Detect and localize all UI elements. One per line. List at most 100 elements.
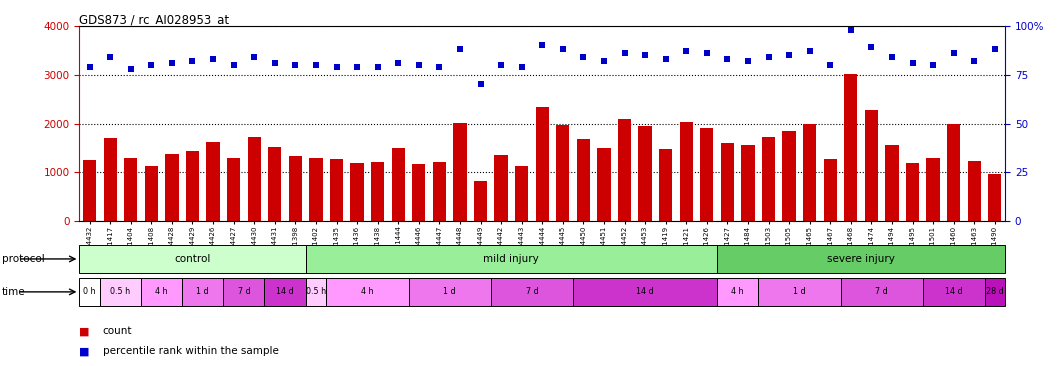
Bar xyxy=(182,278,223,306)
Point xyxy=(925,62,942,68)
Bar xyxy=(79,245,306,273)
Point xyxy=(81,64,98,70)
Text: 1 d: 1 d xyxy=(197,287,209,296)
Point xyxy=(411,62,427,68)
Point xyxy=(842,27,859,33)
Bar xyxy=(330,159,343,221)
Point xyxy=(616,50,633,56)
Point xyxy=(123,66,140,72)
Text: 1 d: 1 d xyxy=(794,287,806,296)
Bar xyxy=(742,145,754,221)
Text: mild injury: mild injury xyxy=(484,254,540,264)
Text: 7 d: 7 d xyxy=(875,287,888,296)
Bar xyxy=(577,139,590,221)
Bar xyxy=(227,158,240,221)
Bar xyxy=(598,149,610,221)
Point xyxy=(143,62,160,68)
Bar xyxy=(99,278,141,306)
Bar xyxy=(104,138,116,221)
Bar xyxy=(638,126,652,221)
Bar xyxy=(264,278,306,306)
Point xyxy=(102,54,118,60)
Bar xyxy=(759,278,840,306)
Bar xyxy=(433,162,446,221)
Bar xyxy=(700,128,713,221)
Text: 7 d: 7 d xyxy=(238,287,251,296)
Point xyxy=(533,42,550,48)
Bar xyxy=(268,147,281,221)
Bar xyxy=(573,278,717,306)
Point xyxy=(781,52,798,58)
Text: 14 d: 14 d xyxy=(276,287,294,296)
Point xyxy=(389,60,406,66)
Bar xyxy=(408,278,491,306)
Point xyxy=(348,64,366,70)
Bar xyxy=(206,142,220,221)
Bar xyxy=(309,158,323,221)
Bar xyxy=(326,278,408,306)
Point xyxy=(574,54,591,60)
Bar xyxy=(717,245,1005,273)
Bar xyxy=(618,119,632,221)
Point xyxy=(204,56,221,62)
Bar xyxy=(306,245,717,273)
Point xyxy=(945,50,962,56)
Bar xyxy=(350,163,364,221)
Text: GDS873 / rc_AI028953_at: GDS873 / rc_AI028953_at xyxy=(79,12,230,26)
Bar xyxy=(557,125,569,221)
Point xyxy=(554,46,571,52)
Bar xyxy=(844,74,857,221)
Point xyxy=(452,46,469,52)
Text: 4 h: 4 h xyxy=(731,287,744,296)
Bar xyxy=(391,148,405,221)
Point xyxy=(472,82,489,87)
Point xyxy=(184,58,201,64)
Bar xyxy=(515,166,528,221)
Bar xyxy=(79,278,99,306)
Point xyxy=(822,62,839,68)
Point xyxy=(678,48,695,54)
Bar xyxy=(968,161,981,221)
Point xyxy=(287,62,304,68)
Point xyxy=(883,54,900,60)
Bar xyxy=(248,137,261,221)
Bar xyxy=(823,159,837,221)
Point xyxy=(966,58,983,64)
Bar xyxy=(186,152,199,221)
Point xyxy=(596,58,613,64)
Point xyxy=(801,48,818,54)
Bar xyxy=(223,278,264,306)
Bar xyxy=(840,278,923,306)
Bar xyxy=(494,155,508,221)
Bar xyxy=(927,158,940,221)
Bar xyxy=(474,181,487,221)
Bar xyxy=(985,278,1005,306)
Text: 4 h: 4 h xyxy=(156,287,168,296)
Point xyxy=(698,50,715,56)
Point xyxy=(986,46,1003,52)
Point xyxy=(431,64,448,70)
Bar xyxy=(803,124,817,221)
Bar xyxy=(413,164,425,221)
Bar xyxy=(679,122,693,221)
Point xyxy=(740,58,756,64)
Text: protocol: protocol xyxy=(2,254,44,264)
Text: 0 h: 0 h xyxy=(84,287,96,296)
Text: 7 d: 7 d xyxy=(526,287,539,296)
Point xyxy=(267,60,284,66)
Point xyxy=(657,56,674,62)
Bar xyxy=(783,131,796,221)
Text: count: count xyxy=(103,326,132,336)
Bar xyxy=(988,175,1002,221)
Bar xyxy=(165,154,179,221)
Point xyxy=(493,62,510,68)
Point xyxy=(245,54,262,60)
Text: 4 h: 4 h xyxy=(361,287,373,296)
Text: 0.5 h: 0.5 h xyxy=(306,287,326,296)
Bar xyxy=(720,143,734,221)
Text: time: time xyxy=(2,287,25,297)
Bar xyxy=(371,162,384,221)
Point xyxy=(513,64,530,70)
Text: ■: ■ xyxy=(79,326,90,336)
Text: 14 d: 14 d xyxy=(636,287,654,296)
